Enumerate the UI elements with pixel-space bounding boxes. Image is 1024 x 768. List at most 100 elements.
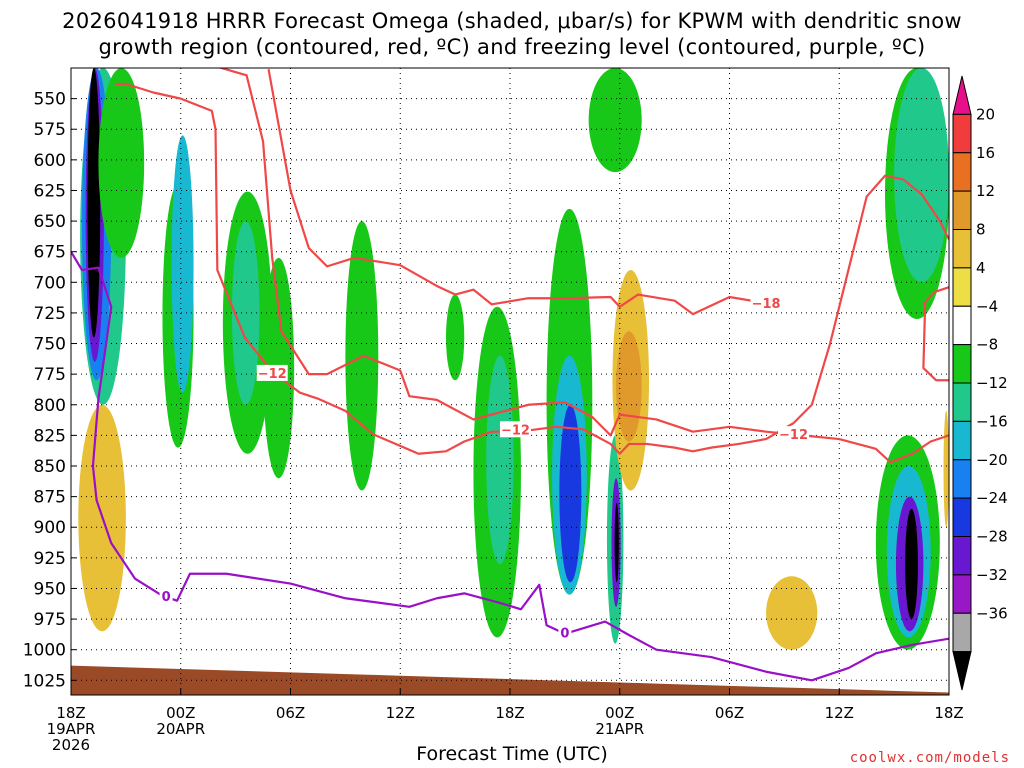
y-tick-label-825: 825 xyxy=(34,426,66,446)
x-tick-label-8-0: 18Z xyxy=(934,704,963,722)
colorbar-label-12: −32 xyxy=(976,566,1008,584)
y-tick-label-800: 800 xyxy=(34,396,66,416)
colorbar-box-2 xyxy=(952,152,972,192)
colorbar-box-11 xyxy=(952,497,972,537)
y-tick-label-1025: 1025 xyxy=(23,671,66,691)
x-tick-label-5-0: 00Z xyxy=(605,704,634,722)
colorbar-label-6: −8 xyxy=(976,336,998,354)
contour-2 xyxy=(114,82,949,455)
omega-region-7 xyxy=(171,135,194,393)
x-tick-label-0-0: 18Z xyxy=(56,704,85,722)
x-tick-label-5-1: 21APR xyxy=(595,720,644,738)
terrain-ground xyxy=(71,665,949,695)
contour-1 xyxy=(217,68,949,464)
omega-region-31 xyxy=(943,410,949,528)
colorbar-label-7: −12 xyxy=(976,374,1008,392)
x-tick-label-3-0: 12Z xyxy=(386,704,415,722)
colorbar-box-8 xyxy=(952,382,972,422)
contour-label-1: 0 xyxy=(558,624,572,642)
colorbar-box-1 xyxy=(952,113,972,154)
colorbar-box-14 xyxy=(952,612,972,653)
y-tick-label-975: 975 xyxy=(34,610,66,630)
y-tick-label-750: 750 xyxy=(34,335,66,355)
omega-region-12 xyxy=(445,294,465,381)
colorbar-box-13 xyxy=(952,574,972,614)
colorbar-label-3: 8 xyxy=(976,221,986,239)
colorbar-label-2: 12 xyxy=(976,182,995,200)
contour-3 xyxy=(267,69,767,316)
colorbar-label-4: 4 xyxy=(976,259,986,277)
contour-label-bg-1 xyxy=(558,624,572,641)
contour-label-bg-4 xyxy=(750,295,782,312)
colorbar-box-4 xyxy=(952,229,972,269)
x-tick-label-0-2: 2026 xyxy=(52,736,90,754)
ground-fill xyxy=(71,665,949,695)
colorbar-label-0: 20 xyxy=(976,105,995,123)
colorbar-top-arrow xyxy=(952,75,972,115)
colorbar-box-3 xyxy=(952,190,972,230)
omega-region-9 xyxy=(231,221,260,405)
y-tick-label-875: 875 xyxy=(34,488,66,508)
omega-shading xyxy=(71,68,949,695)
contour-4 xyxy=(922,286,949,382)
colorbar-label-9: −20 xyxy=(976,451,1008,469)
colorbar-box-12 xyxy=(952,536,972,576)
colorbar-legend: 20 16 12 8 4 −4 −8 −12 −16 −20 −24 −28 −32 −36 xyxy=(952,75,1008,691)
omega-region-29 xyxy=(905,508,918,620)
y-tick-label-850: 850 xyxy=(34,457,66,477)
title-line-2: growth region (contoured, red, ºC) and f… xyxy=(98,35,926,59)
contour-label-bg-2 xyxy=(256,364,288,381)
colorbar-box-6 xyxy=(952,305,972,346)
y-axis-ticks: 550 575 600 625 650 675 700 725 750 775 800 825 850 8… xyxy=(23,90,76,691)
y-tick-label-725: 725 xyxy=(34,304,66,324)
omega-region-30 xyxy=(766,576,818,650)
x-tick-label-6-0: 06Z xyxy=(715,704,744,722)
colorbar-box-9 xyxy=(952,420,972,461)
y-tick-label-575: 575 xyxy=(34,120,66,140)
colorbar-box-10 xyxy=(952,459,972,499)
omega-region-21 xyxy=(614,502,619,583)
y-tick-label-775: 775 xyxy=(34,365,66,385)
contour-label-text-0: 0 xyxy=(162,590,171,605)
x-tick-label-1-0: 00Z xyxy=(166,704,195,722)
contour-label-text-5: −12 xyxy=(779,428,808,443)
x-tick-label-7-0: 12Z xyxy=(825,704,854,722)
title-line-1: 2026041918 HRRR Forecast Omega (shaded, … xyxy=(62,9,962,33)
omega-region-23 xyxy=(616,331,642,442)
y-tick-label-625: 625 xyxy=(34,181,66,201)
contour-label-bg-3 xyxy=(499,421,531,438)
contour-labels: 0 0 −12 −12 −18 −12 xyxy=(159,295,810,642)
colorbar-label-8: −16 xyxy=(976,412,1008,430)
colorbar-bottom-arrow xyxy=(952,651,972,691)
y-tick-label-1000: 1000 xyxy=(23,641,66,661)
x-tick-label-0-1: 19APR xyxy=(47,720,96,738)
contour-label-text-3: −12 xyxy=(501,423,530,438)
y-tick-label-950: 950 xyxy=(34,579,66,599)
y-tick-label-700: 700 xyxy=(34,273,66,293)
colorbar-label-1: 16 xyxy=(976,144,995,162)
site-credit[interactable]: coolwx.com/models xyxy=(849,750,1010,766)
temperature-contours xyxy=(71,68,949,682)
omega-region-3 xyxy=(87,68,101,338)
omega-region-25 xyxy=(894,68,949,283)
omega-region-14 xyxy=(486,355,514,564)
contour-label-3: −12 xyxy=(499,421,531,438)
x-tick-label-2-0: 06Z xyxy=(276,704,305,722)
y-tick-label-900: 900 xyxy=(34,518,66,538)
omega-region-18 xyxy=(588,68,642,173)
colorbar-box-7 xyxy=(952,344,972,384)
y-tick-label-675: 675 xyxy=(34,243,66,263)
omega-region-17 xyxy=(559,404,582,583)
x-tick-label-1-1: 20APR xyxy=(156,720,205,738)
contour-label-2: −12 xyxy=(256,364,288,382)
y-tick-label-600: 600 xyxy=(34,151,66,171)
contour-label-text-4: −18 xyxy=(752,297,781,312)
contour-label-4: −18 xyxy=(750,295,782,312)
contour-label-0: 0 xyxy=(159,587,173,605)
colorbar-box-5 xyxy=(952,267,972,307)
chart-title: 2026041918 HRRR Forecast Omega (shaded, … xyxy=(0,8,1024,60)
y-tick-label-550: 550 xyxy=(34,90,66,110)
colorbar-label-5: −4 xyxy=(976,297,998,315)
